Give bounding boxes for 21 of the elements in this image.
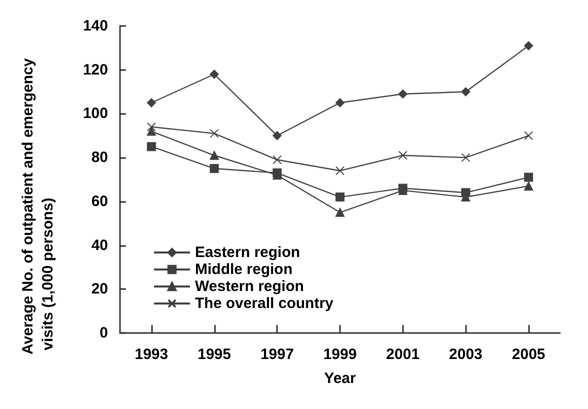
x-tick-label: 2001 xyxy=(386,346,420,363)
legend-label: Eastern region xyxy=(195,244,300,261)
x-tick-label: 1993 xyxy=(134,346,168,363)
legend-label: Middle region xyxy=(195,261,292,278)
y-tick-label: 80 xyxy=(91,149,108,166)
y-tick-label: 0 xyxy=(100,324,108,342)
x-tick-label: 1995 xyxy=(198,346,231,363)
legend-label: The overall country xyxy=(195,295,334,312)
y-tick-label: 100 xyxy=(82,105,108,122)
x-tick-label: 1997 xyxy=(260,346,294,363)
x-axis-title: Year xyxy=(324,370,356,387)
y-tick-label: 140 xyxy=(82,18,108,34)
x-tick-label: 2005 xyxy=(512,346,546,363)
legend-label: Western region xyxy=(195,278,304,295)
x-tick-label: 1999 xyxy=(323,346,357,363)
y-tick-label: 20 xyxy=(91,280,108,298)
y-tick-label: 120 xyxy=(82,61,108,78)
y-tick-label: 60 xyxy=(91,192,108,210)
y-tick-label: 40 xyxy=(91,236,108,254)
x-tick-label: 2003 xyxy=(449,346,482,363)
y-axis-title: Average No. of outpatient and emergency visits (1,000 persons) xyxy=(20,58,56,354)
